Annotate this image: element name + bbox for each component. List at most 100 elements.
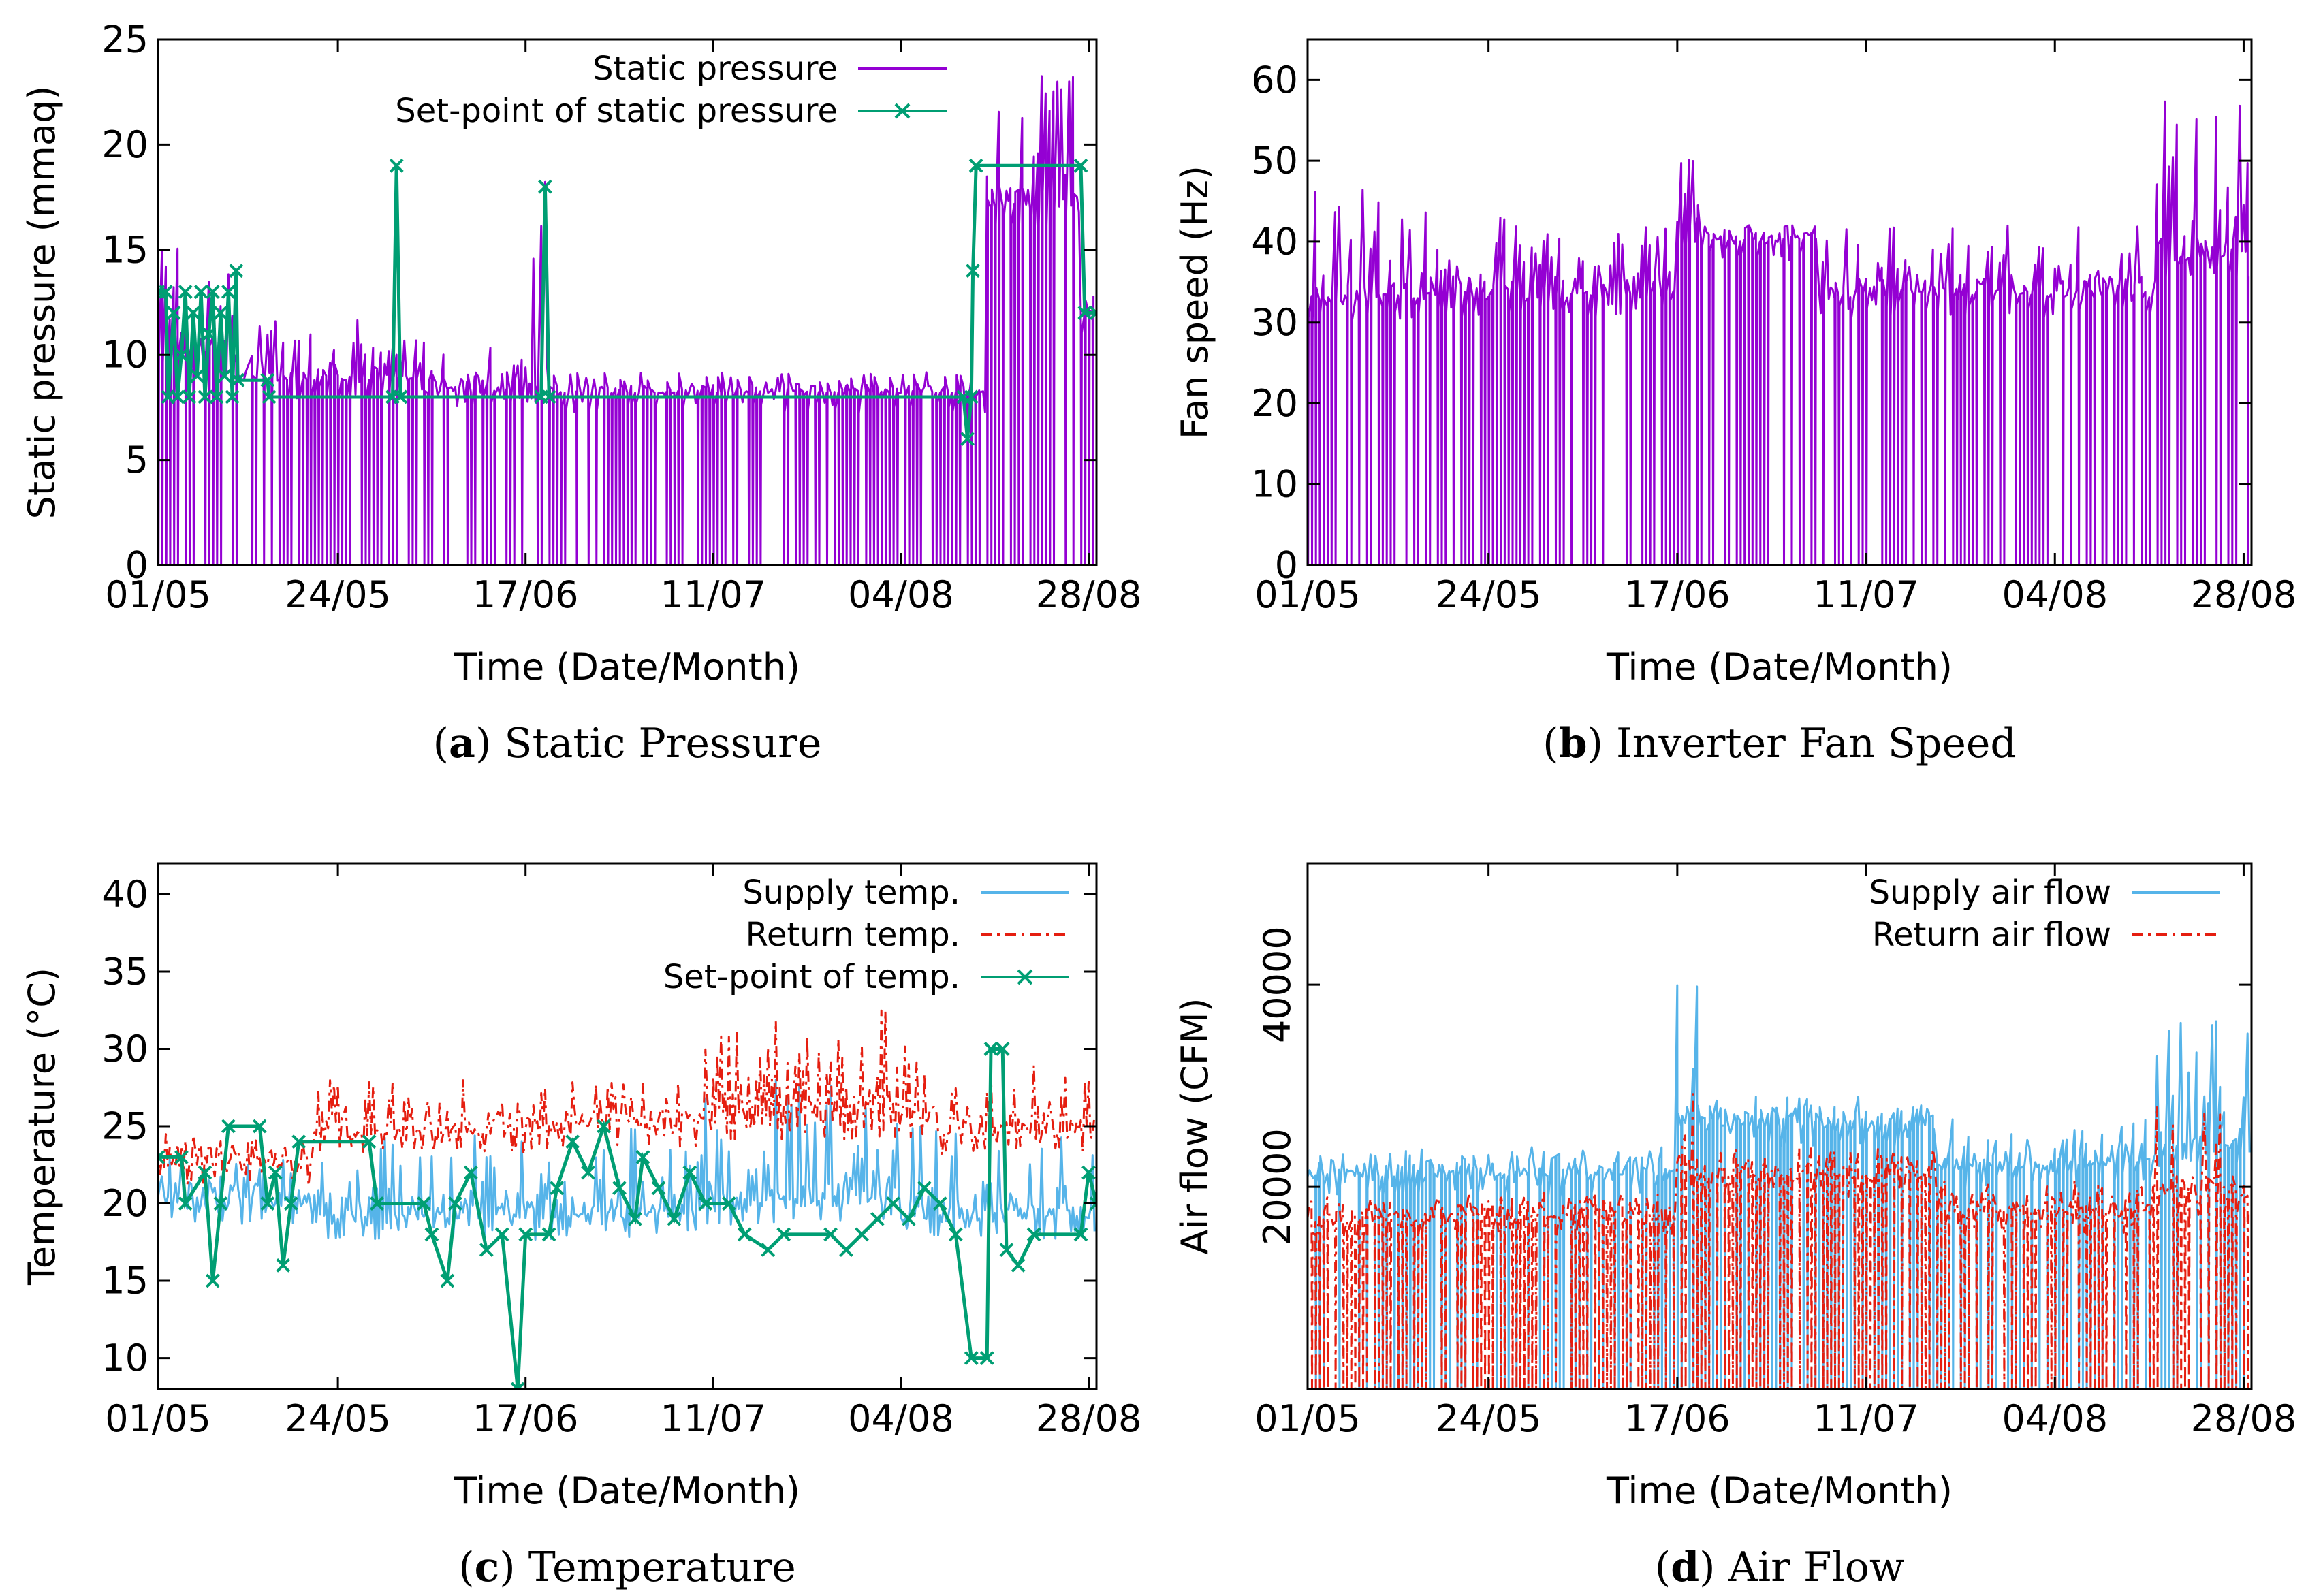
panel-d-ytick-label: 20000: [1256, 1128, 1299, 1245]
panel-c-caption: (c) Temperature: [458, 1544, 796, 1591]
panel-c-ytick-label: 30: [101, 1027, 148, 1070]
panel-c-series-set-point-of-temp-marker: [447, 1196, 462, 1211]
panel-b-xtick-label: 28/08: [2191, 573, 2297, 616]
panel-a-series-set-point-of-static-pressure-marker: [205, 285, 220, 299]
panel-c-xlabel: Time (Date/Month): [454, 1469, 800, 1512]
panel-a-series-set-point-of-static-pressure-marker: [193, 285, 208, 299]
panel-c-series-supply-temp: [158, 1079, 1096, 1241]
panel-a-series-static-pressure: [158, 75, 1095, 565]
panel-c-series-set-point-of-temp-marker: [417, 1196, 431, 1211]
legend-a-setpoint: Set-point of static pressure: [395, 92, 838, 130]
panel-a-series-set-point-of-static-pressure-marker: [966, 264, 980, 278]
panel-a-xlabel: Time (Date/Month): [454, 645, 800, 688]
panel-d-ticks: 20000 40000 01/05 24/05 17/06 11/07 04/08 28/08: [1254, 863, 2296, 1440]
panel-a-series-set-point-of-static-pressure-marker: [225, 389, 240, 404]
panel-a-ytick-label: 15: [101, 228, 148, 271]
panel-a-legend: Static pressure Set-point of static pres…: [395, 50, 947, 130]
panel-a-series-set-point-of-static-pressure-marker: [202, 326, 217, 341]
panel-b-caption-text: Inverter Fan Speed: [1616, 720, 2017, 767]
panel-c-xtick-label: 04/08: [848, 1397, 954, 1440]
panel-b-ytick-label: 40: [1251, 220, 1298, 263]
panel-a-ytick-label: 10: [101, 334, 148, 377]
panel-a-ytick-label: 5: [125, 438, 148, 481]
legend-d-return: Return air flow: [1872, 916, 2111, 954]
panel-c-series-set-point-of-temp-marker: [1081, 1165, 1096, 1180]
panel-c-series-set-point-of-temp-marker: [901, 1211, 916, 1226]
legend-c-setpoint: Set-point of temp.: [663, 958, 960, 996]
panel-c-series-return-temp: [158, 1009, 1096, 1187]
panel-b-ytick-label: 0: [1275, 544, 1298, 587]
panel-b-xlabel: Time (Date/Month): [1606, 645, 1953, 688]
panel-a-plot-area: [158, 75, 1096, 565]
panel-b-ytick-label: 10: [1251, 463, 1298, 506]
panel-c-xtick-label: 24/05: [285, 1397, 391, 1440]
legend-a-static-pressure: Static pressure: [593, 50, 838, 88]
panel-d-caption: (d) Air Flow: [1655, 1544, 1904, 1591]
legend-d-supply: Supply air flow: [1869, 874, 2111, 912]
panel-a-series-set-point-of-static-pressure-marker: [221, 285, 236, 299]
panel-c-series-set-point-of-temp-marker: [494, 1227, 509, 1242]
panel-c-series-set-point-of-temp-marker: [541, 1227, 556, 1242]
panel-a-series-set-point-of-static-pressure-marker: [538, 179, 552, 194]
panel-c-series-set-point-of-temp-marker: [597, 1119, 611, 1134]
panel-d-legend: Supply air flow Return air flow: [1869, 874, 2220, 954]
panel-c-ticks: 10 15 20 25 30 35 40 01/05 24/05 17/06 11/07 04/08 2…: [101, 863, 1141, 1440]
panel-c-series-set-point-of-temp-marker: [698, 1196, 713, 1211]
panel-c-series-set-point-of-temp-marker: [667, 1211, 682, 1226]
panel-b-plot-area: [1308, 100, 2250, 565]
panel-a-series-set-point-of-static-pressure-marker: [186, 306, 201, 320]
panel-c-series-set-point-of-temp-marker: [761, 1243, 776, 1258]
panel-b-ytick-label: 30: [1251, 301, 1298, 344]
panel-c-series-set-point-of-temp-marker: [964, 1351, 979, 1366]
legend-c-supply: Supply temp.: [742, 874, 960, 912]
panel-c-series-set-point-of-temp-marker: [737, 1227, 752, 1242]
panel-a-series-set-point-of-static-pressure: [158, 163, 1096, 439]
panel-a-series-set-point-of-static-pressure-marker: [178, 285, 193, 299]
panel-c-series-set-point-of-temp-marker: [1011, 1258, 1026, 1273]
panel-b-xtick-label: 11/07: [1813, 573, 1919, 616]
panel-c-series-set-point-of-temp-marker: [213, 1196, 228, 1211]
panel-d-xtick-label: 11/07: [1813, 1397, 1919, 1440]
panel-c-series-set-point-of-temp-marker: [174, 1149, 189, 1164]
panel-c-series-set-point-of-temp-marker: [479, 1243, 494, 1258]
panel-c-series-set-point-of-temp-marker: [823, 1227, 838, 1242]
panel-c-series-set-point-of-temp-marker: [776, 1227, 791, 1242]
panel-b-series-fan-speed: [1308, 100, 2250, 565]
panel-c-series-set-point-of-temp-marker: [721, 1196, 736, 1211]
panel-c-series-set-point-of-temp-marker: [651, 1181, 666, 1196]
panel-c-series-set-point-of-temp-marker: [518, 1227, 533, 1242]
panel-b-ylabel: Fan speed (Hz): [1173, 165, 1216, 439]
panel-a-series-set-point-of-static-pressure-marker: [170, 389, 185, 404]
panel-c-series-set-point-of-temp-marker: [612, 1181, 627, 1196]
panel-c-ytick-label: 10: [101, 1337, 148, 1379]
panel-a: 0 5 10 15 20 25 01/05 24/05 17/06 11/07 04/08 28/08…: [20, 18, 1141, 768]
panel-a-ticks: 0 5 10 15 20 25 01/05 24/05 17/06 11/07 04/08 28/08: [101, 18, 1141, 617]
panel-a-series-set-point-of-static-pressure-marker: [213, 306, 228, 320]
panel-c-xtick-label: 17/06: [473, 1397, 579, 1440]
panel-c-series-set-point-of-temp-marker: [565, 1134, 580, 1149]
panel-a-xtick-label: 17/06: [473, 573, 579, 616]
panel-d-caption-text: Air Flow: [1728, 1544, 1905, 1591]
panel-c-series-set-point-of-temp-marker: [424, 1227, 439, 1242]
panel-c-series-set-point-of-temp-marker: [178, 1196, 193, 1211]
panel-c-ytick-label: 35: [101, 950, 148, 993]
panel-d-ytick-label: 40000: [1256, 926, 1299, 1043]
panel-c-series-set-point-of-temp-marker: [628, 1211, 642, 1226]
panel-a-series-set-point-of-static-pressure-marker: [964, 389, 979, 404]
panel-a-ylabel: Static pressure (mmaq): [20, 86, 63, 520]
panel-d-xtick-label: 24/05: [1436, 1397, 1542, 1440]
panel-c-series-set-point-of-temp-marker: [283, 1196, 298, 1211]
panel-d-xtick-label: 28/08: [2191, 1397, 2297, 1440]
legend-c-setpoint-marker: [1017, 969, 1033, 985]
panel-c-series-set-point-of-temp-marker: [983, 1042, 998, 1056]
panel-c-series-set-point-of-temp-marker: [205, 1273, 220, 1288]
panel-b: 0 10 20 30 40 50 60 01/05 24/05 17/06 11/07 04/08 28…: [1173, 38, 2297, 767]
panel-a-series-set-point-of-static-pressure-marker: [229, 264, 244, 278]
panel-a-series-set-point-of-static-pressure-marker: [190, 368, 204, 383]
panel-d-plot-area: [1308, 984, 2251, 1389]
panel-a-caption-letter: a: [449, 720, 475, 767]
panel-b-xtick-label: 01/05: [1254, 573, 1361, 616]
panel-c-series-set-point-of-temp-marker: [682, 1165, 697, 1180]
panel-a-frame: [157, 38, 1098, 566]
